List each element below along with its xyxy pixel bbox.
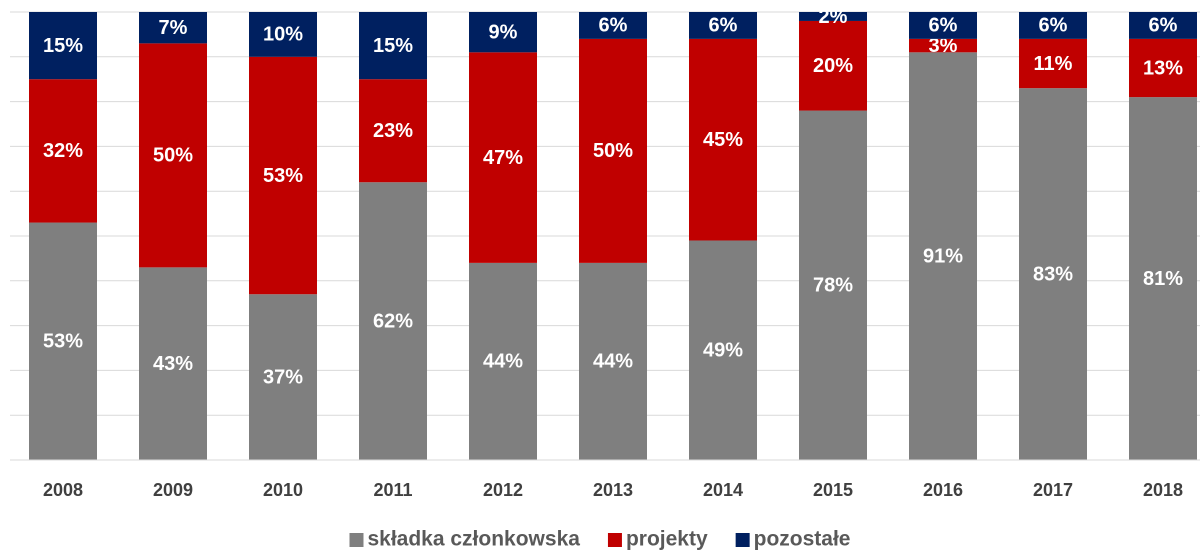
bar-segment bbox=[139, 267, 207, 460]
bar-segment bbox=[579, 262, 647, 460]
legend-swatch bbox=[349, 533, 364, 547]
data-label: 7% bbox=[159, 17, 188, 39]
x-tick-label: 2008 bbox=[43, 480, 83, 500]
data-label: 45% bbox=[703, 129, 743, 151]
bar-segment bbox=[799, 110, 867, 460]
data-label: 6% bbox=[929, 15, 958, 37]
bar-segment bbox=[909, 12, 977, 39]
bar-segment bbox=[29, 79, 97, 223]
bar-segment bbox=[799, 12, 867, 21]
legend: składka członkowska projekty pozostałe bbox=[349, 528, 851, 551]
data-label: 32% bbox=[43, 140, 83, 162]
x-tick-label: 2018 bbox=[1143, 480, 1183, 500]
bar-segment bbox=[1129, 12, 1197, 39]
bar-segment bbox=[359, 182, 427, 461]
data-label: 44% bbox=[593, 351, 633, 373]
data-label: 37% bbox=[263, 366, 303, 388]
data-label: 44% bbox=[483, 351, 523, 373]
bar-segment bbox=[1019, 88, 1087, 460]
x-tick-label: 2009 bbox=[153, 480, 193, 500]
bar-segment bbox=[29, 222, 97, 460]
bar-segment bbox=[909, 52, 977, 460]
data-label: 53% bbox=[263, 165, 303, 187]
data-label: 10% bbox=[263, 24, 303, 46]
x-tick-label: 2017 bbox=[1033, 480, 1073, 500]
x-tick-label: 2014 bbox=[703, 480, 743, 500]
bar-segment bbox=[579, 12, 647, 39]
data-label: 6% bbox=[599, 15, 628, 37]
data-label: 81% bbox=[1143, 268, 1183, 290]
data-label: 6% bbox=[1149, 15, 1178, 37]
bar-segment bbox=[1129, 38, 1197, 98]
bar-segment bbox=[469, 12, 537, 53]
data-label: 6% bbox=[1039, 15, 1068, 37]
bar-segment bbox=[1129, 97, 1197, 461]
legend-label: projekty bbox=[626, 528, 708, 551]
data-label: 83% bbox=[1033, 263, 1073, 285]
legend-swatch bbox=[735, 533, 750, 547]
x-tick-label: 2015 bbox=[813, 480, 853, 500]
bar-segment bbox=[469, 262, 537, 460]
bar-segment bbox=[249, 294, 317, 460]
bar-segment bbox=[579, 38, 647, 263]
data-label: 6% bbox=[709, 15, 738, 37]
bar-segment bbox=[139, 12, 207, 44]
data-label: 23% bbox=[373, 120, 413, 142]
bar-segment bbox=[799, 20, 867, 111]
data-label: 50% bbox=[153, 145, 193, 167]
x-tick-label: 2013 bbox=[593, 480, 633, 500]
data-label: 50% bbox=[593, 140, 633, 162]
bar-segment bbox=[359, 12, 427, 80]
data-label: 2% bbox=[819, 6, 848, 28]
x-tick-label: 2011 bbox=[373, 480, 412, 500]
legend-label: pozostałe bbox=[754, 528, 851, 551]
data-label: 78% bbox=[813, 275, 853, 297]
bar-segment bbox=[359, 79, 427, 183]
legend-label: składka członkowska bbox=[367, 528, 580, 551]
data-label: 9% bbox=[489, 21, 518, 43]
bar-segment bbox=[249, 56, 317, 295]
bar-segment bbox=[689, 12, 757, 39]
data-label: 11% bbox=[1034, 53, 1073, 75]
bar-segment bbox=[1019, 38, 1087, 89]
data-label: 49% bbox=[703, 340, 743, 362]
bar-segment bbox=[689, 38, 757, 241]
data-label: 3% bbox=[929, 35, 958, 57]
bar-segment bbox=[469, 52, 537, 263]
bar-segment bbox=[29, 12, 97, 80]
bar-segment bbox=[139, 43, 207, 268]
bar-segment bbox=[909, 38, 977, 53]
data-label: 43% bbox=[153, 353, 193, 375]
data-label: 47% bbox=[483, 147, 523, 169]
data-label: 91% bbox=[923, 245, 963, 267]
data-label: 62% bbox=[373, 310, 413, 332]
data-label: 20% bbox=[813, 55, 853, 77]
data-label: 53% bbox=[43, 331, 83, 353]
bar-segment bbox=[1019, 12, 1087, 39]
legend-swatch bbox=[607, 533, 622, 547]
data-label: 15% bbox=[373, 35, 413, 57]
data-label: 13% bbox=[1143, 57, 1183, 79]
x-tick-label: 2016 bbox=[923, 480, 963, 500]
x-tick-label: 2012 bbox=[483, 480, 523, 500]
bar-segment bbox=[249, 12, 317, 57]
x-tick-label: 2010 bbox=[263, 480, 303, 500]
data-label: 15% bbox=[43, 35, 83, 57]
bar-segment bbox=[689, 240, 757, 460]
